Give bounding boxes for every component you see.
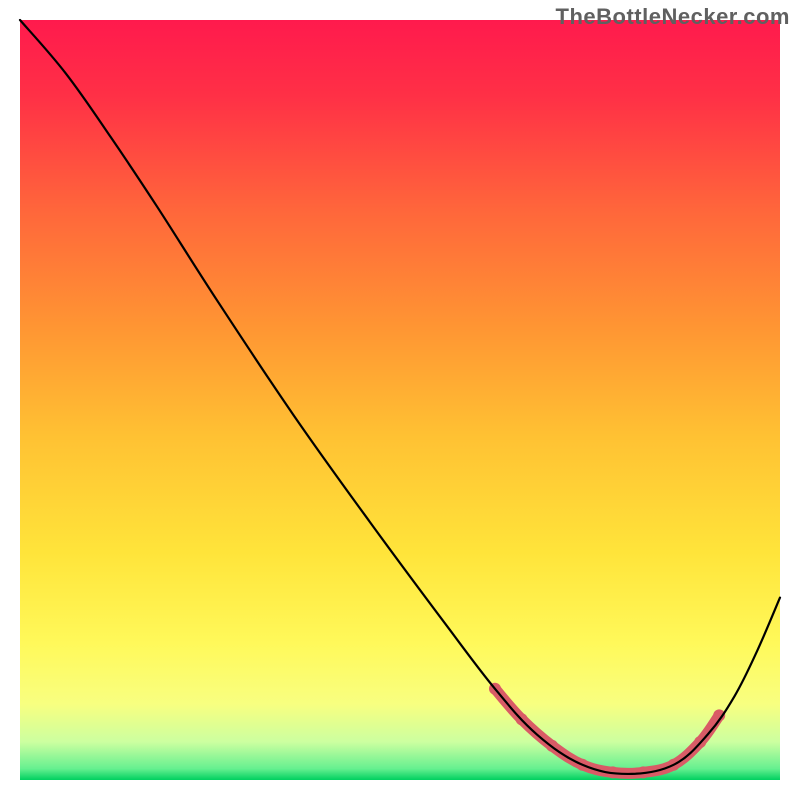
watermark: TheBottleNecker.com: [556, 4, 790, 30]
gradient-background: [20, 20, 780, 780]
bottleneck-chart: [0, 0, 800, 800]
